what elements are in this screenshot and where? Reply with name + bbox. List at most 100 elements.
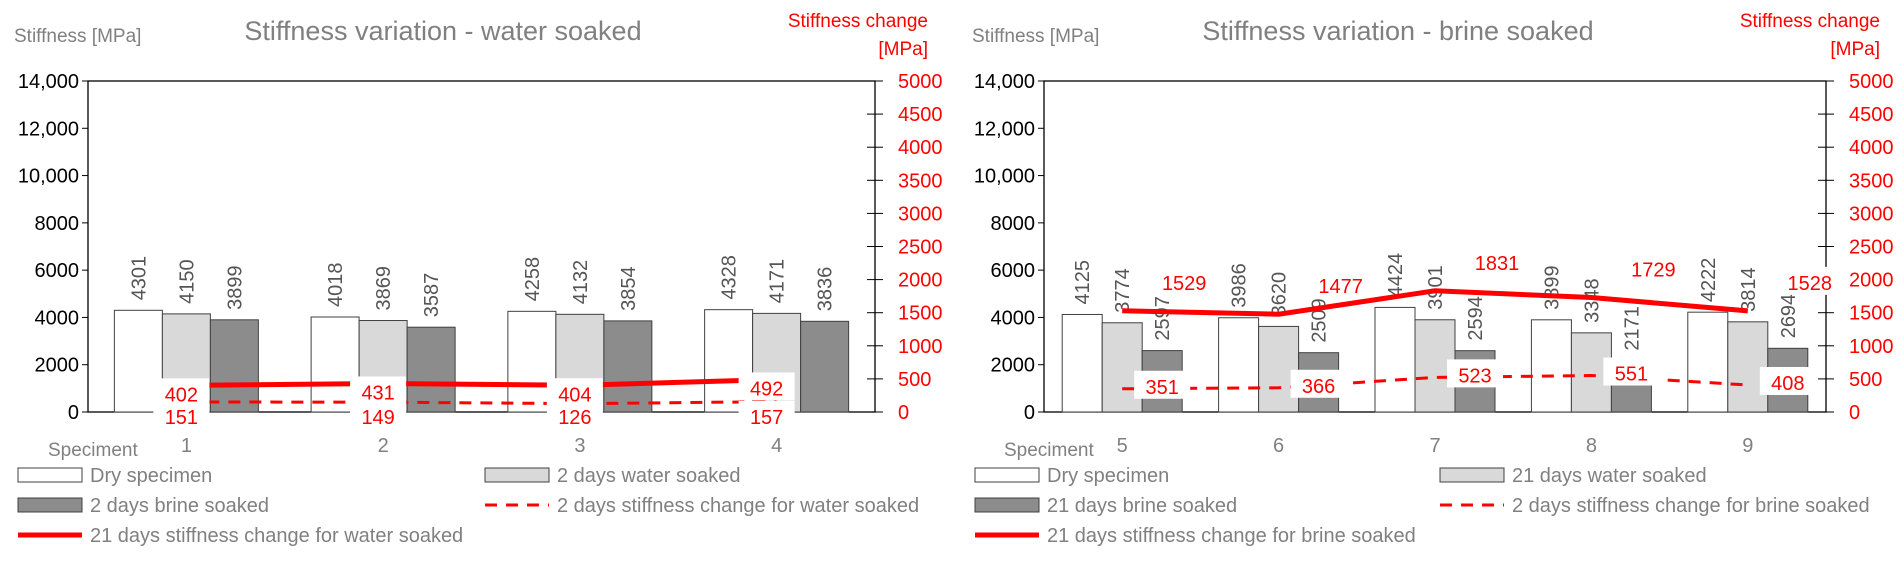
bar	[1258, 325, 1300, 413]
chart-panel-1: Stiffness variation - water soaked Stiffn…	[14, 11, 943, 547]
y2-tick-label: 3500	[898, 170, 943, 192]
bar	[603, 320, 653, 413]
line-data-label-bg	[1781, 266, 1838, 295]
y-tick-label: 12,000	[18, 118, 79, 140]
x-axis-title: Speciment	[48, 440, 138, 461]
bar	[1374, 306, 1416, 413]
bar-data-label: 3836	[815, 267, 837, 312]
y2-tick-label: 4000	[898, 137, 943, 159]
bar-data-label: 2597	[1152, 296, 1174, 341]
y2-tick-label: 2500	[898, 237, 943, 259]
bar-data-label: 3774	[1112, 268, 1134, 313]
bar-data-label: 4328	[719, 255, 741, 300]
y-tick-label: 10,000	[974, 166, 1035, 188]
legend-swatch-bar	[17, 497, 83, 513]
y2-tick-label: 3000	[898, 203, 943, 225]
y2-tick-label: 1000	[1849, 336, 1894, 358]
y-tick-label: 0	[68, 402, 79, 424]
line-data-label-bg	[350, 401, 407, 429]
legend-entry: 21 days brine soaked	[1047, 495, 1237, 517]
bar	[209, 319, 259, 413]
bar-data-label: 3620	[1269, 272, 1291, 317]
line-data-label-bg	[1290, 369, 1347, 398]
legend-entry: 2 days stiffness change for water soaked	[557, 495, 919, 517]
bar-data-label: 3348	[1581, 278, 1603, 323]
y-tick-label: 14,000	[18, 71, 79, 93]
bar-data-label: 4424	[1385, 253, 1407, 298]
bar	[1727, 321, 1769, 413]
legend-entry: 21 days stiffness change for water soake…	[90, 525, 463, 547]
y-tick-label: 8000	[991, 213, 1036, 235]
chart-title: Stiffness variation - brine soaked	[1202, 16, 1593, 46]
line-data-label-bg	[738, 372, 795, 401]
line-data-label: 366	[1302, 376, 1335, 398]
x-tick-label: 5	[1117, 435, 1128, 457]
line-data-label: 1729	[1631, 260, 1676, 282]
line-data-label-bg	[350, 376, 407, 405]
bar-data-label: 3869	[373, 266, 395, 311]
y-tick-label: 10,000	[18, 166, 79, 188]
bar-data-label: 4150	[176, 259, 198, 304]
y2-tick-label: 1500	[898, 303, 943, 325]
y2-tick-label: 5000	[1849, 71, 1894, 93]
bar-data-label: 4132	[570, 260, 592, 305]
legend-entry: 2 days brine soaked	[90, 495, 269, 517]
y2-tick-label: 500	[898, 369, 931, 391]
line-data-label-bg	[1134, 370, 1191, 399]
y2-axis-title-line1: Stiffness change	[788, 11, 928, 32]
legend-entry: 2 days stiffness change for brine soaked	[1512, 495, 1870, 517]
y-tick-label: 12,000	[974, 118, 1035, 140]
bar-data-label: 4222	[1698, 258, 1720, 303]
line-data-label-bg	[1759, 366, 1816, 395]
y2-tick-label: 2000	[1849, 270, 1894, 292]
y-tick-label: 8000	[35, 213, 80, 235]
y2-tick-label: 1000	[898, 336, 943, 358]
legend-entry: 21 days water soaked	[1512, 465, 1707, 487]
bar-data-label: 4301	[128, 256, 150, 301]
line-data-label: 351	[1146, 377, 1179, 399]
bar	[1530, 319, 1572, 413]
line-data-label-bg	[1603, 357, 1660, 386]
line-data-label: 149	[361, 407, 394, 429]
y2-tick-label: 0	[898, 402, 909, 424]
line-2-days	[186, 400, 777, 406]
bar-data-label: 4018	[325, 263, 347, 308]
x-tick-label: 3	[574, 435, 585, 457]
legend-entry: 2 days water soaked	[557, 465, 740, 487]
line-data-label-bg	[738, 401, 795, 429]
y2-axis-title-line2: [MPa]	[878, 39, 928, 60]
bar-data-label: 3899	[1541, 265, 1563, 310]
x-tick-label: 7	[1429, 435, 1440, 457]
bar	[1687, 311, 1729, 413]
line-data-label: 551	[1615, 364, 1648, 386]
line-data-label-bg	[1312, 270, 1369, 299]
bar-data-label: 4125	[1072, 260, 1094, 305]
y-axis-title: Stiffness [MPa]	[972, 26, 1099, 47]
y2-tick-label: 1500	[1849, 303, 1894, 325]
chart-panel-2: Stiffness variation - brine soaked Stiffn…	[972, 11, 1894, 547]
y-tick-label: 6000	[991, 260, 1036, 282]
line-data-label: 523	[1458, 365, 1491, 387]
line-data-label: 431	[361, 382, 394, 404]
bar-data-label: 4171	[767, 259, 789, 304]
line-data-label-bg	[1469, 246, 1525, 275]
x-tick-label: 9	[1742, 435, 1753, 457]
y-tick-label: 4000	[35, 307, 80, 329]
y-tick-label: 6000	[35, 260, 80, 282]
line-data-label-bg	[1625, 253, 1682, 282]
x-tick-label: 2	[378, 435, 389, 457]
y2-tick-label: 3500	[1849, 170, 1894, 192]
x-tick-label: 4	[771, 435, 782, 457]
line-data-label: 157	[750, 407, 783, 429]
line-data-label-bg	[153, 378, 210, 407]
x-axis-title: Speciment	[1004, 440, 1094, 461]
line-data-label: 126	[558, 407, 591, 429]
x-tick-label: 1	[181, 435, 192, 457]
line-data-label: 1477	[1318, 276, 1363, 298]
bar-data-label: 3587	[421, 273, 443, 318]
y2-tick-label: 4500	[898, 104, 943, 126]
line-data-label: 1831	[1475, 253, 1520, 275]
y-axis-title: Stiffness [MPa]	[14, 26, 141, 47]
